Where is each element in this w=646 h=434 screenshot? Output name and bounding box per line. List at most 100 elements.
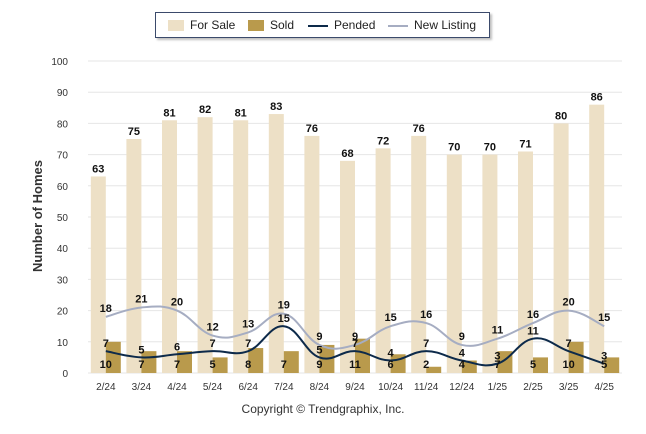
label-for-sale: 72: [377, 135, 389, 147]
x-axis-ticks: 2/24 3/24 4/24 5/24 6/24 7/24 8/24 9/24 10/24 11/…: [96, 382, 614, 393]
label-sold: 10: [100, 359, 112, 371]
label-new-listing: 13: [242, 318, 254, 330]
bar-sold: [177, 351, 192, 373]
pended-swatch: [308, 25, 328, 27]
label-sold: 9: [316, 359, 322, 371]
label-sold: 10: [562, 359, 574, 371]
bar-for-sale: [90, 176, 106, 373]
label-for-sale: 76: [413, 123, 425, 135]
legend-label: For Sale: [190, 18, 236, 32]
label-pended: 6: [174, 341, 180, 353]
label-for-sale: 83: [270, 101, 282, 113]
label-pended: 5: [316, 344, 322, 356]
copyright-text: Copyright © Trendgraphix, Inc.: [241, 402, 405, 416]
label-new-listing: 20: [562, 297, 574, 309]
y-tick-label: 90: [57, 88, 69, 99]
x-tick-label: 2/24: [96, 382, 116, 393]
new-listing-swatch: [388, 25, 408, 27]
label-new-listing: 9: [352, 331, 358, 343]
label-new-listing: 9: [316, 331, 322, 343]
bar-for-sale: [340, 160, 355, 373]
label-for-sale: 81: [235, 107, 247, 119]
bar-sold: [533, 357, 548, 373]
label-pended: 15: [278, 313, 290, 325]
bar-for-sale: [126, 139, 142, 373]
bar-for-sale: [304, 135, 320, 373]
label-for-sale: 82: [199, 104, 211, 116]
label-sold: 7: [281, 359, 287, 371]
label-pended: 7: [245, 338, 251, 350]
label-pended: 7: [352, 338, 358, 350]
bar-for-sale: [233, 120, 249, 373]
label-for-sale: 86: [591, 92, 603, 104]
bar-for-sale: [411, 135, 427, 373]
y-tick-label: 20: [57, 307, 69, 318]
label-new-listing: 16: [420, 309, 432, 321]
label-pended: 7: [566, 338, 572, 350]
line-pended: [105, 325, 605, 367]
y-tick-label: 30: [57, 275, 69, 286]
label-for-sale: 63: [92, 163, 104, 175]
legend-label: New Listing: [414, 18, 477, 32]
x-tick-label: 10/24: [378, 382, 403, 393]
line-new-listing: [105, 305, 605, 350]
x-tick-label: 4/25: [594, 382, 614, 393]
x-tick-label: 12/24: [449, 382, 474, 393]
x-tick-label: 6/24: [238, 382, 258, 393]
x-tick-label: 5/24: [203, 382, 223, 393]
label-for-sale: 68: [341, 148, 353, 160]
y-axis-label: Number of Homes: [30, 160, 45, 272]
label-new-listing: 19: [278, 300, 290, 312]
bar-sold: [355, 338, 370, 373]
label-for-sale: 70: [484, 142, 496, 154]
bar-for-sale: [268, 114, 284, 373]
y-tick-label: 50: [57, 213, 69, 224]
x-tick-label: 3/25: [559, 382, 579, 393]
y-tick-label: 80: [57, 119, 69, 130]
label-pended: 11: [527, 326, 539, 338]
label-sold: 7: [174, 359, 180, 371]
bar-sold: [212, 357, 228, 373]
bar-for-sale: [446, 154, 462, 373]
label-new-listing: 20: [171, 297, 183, 309]
label-pended: 7: [423, 338, 429, 350]
x-tick-label: 2/25: [523, 382, 543, 393]
label-sold: 7: [494, 359, 500, 371]
x-tick-label: 9/24: [345, 382, 365, 393]
label-sold: 5: [601, 359, 607, 371]
label-for-sale: 75: [128, 126, 140, 138]
bar-sold: [105, 341, 121, 373]
y-tick-label: 100: [51, 57, 68, 68]
x-tick-label: 4/24: [167, 382, 187, 393]
label-sold: 5: [530, 359, 536, 371]
sold-swatch: [248, 20, 264, 31]
label-sold: 8: [245, 359, 251, 371]
label-pended: 5: [138, 344, 144, 356]
y-tick-label: 0: [62, 369, 68, 380]
label-new-listing: 15: [384, 312, 396, 324]
label-for-sale: 80: [555, 110, 567, 122]
x-tick-label: 8/24: [310, 382, 330, 393]
legend-label: Sold: [270, 18, 295, 32]
label-new-listing: 18: [100, 303, 112, 315]
label-new-listing: 16: [527, 309, 539, 321]
label-new-listing: 9: [459, 331, 465, 343]
label-pended: 4: [459, 348, 466, 360]
series-lines: [105, 305, 605, 367]
legend-label: Pended: [334, 18, 376, 32]
label-sold: 6: [388, 359, 394, 371]
label-sold: 2: [423, 359, 429, 371]
bar-for-sale: [589, 104, 605, 374]
bar-sold: [426, 366, 442, 373]
bar-sold: [604, 357, 620, 373]
label-pended: 3: [601, 351, 607, 363]
x-tick-label: 7/24: [274, 382, 294, 393]
label-sold: 11: [349, 359, 361, 371]
bar-sold: [248, 348, 264, 373]
bar-for-sale: [197, 117, 213, 373]
label-new-listing: 11: [492, 325, 504, 337]
bar-sold: [568, 341, 584, 373]
bar-for-sale: [482, 154, 498, 373]
label-pended: 7: [210, 338, 216, 350]
